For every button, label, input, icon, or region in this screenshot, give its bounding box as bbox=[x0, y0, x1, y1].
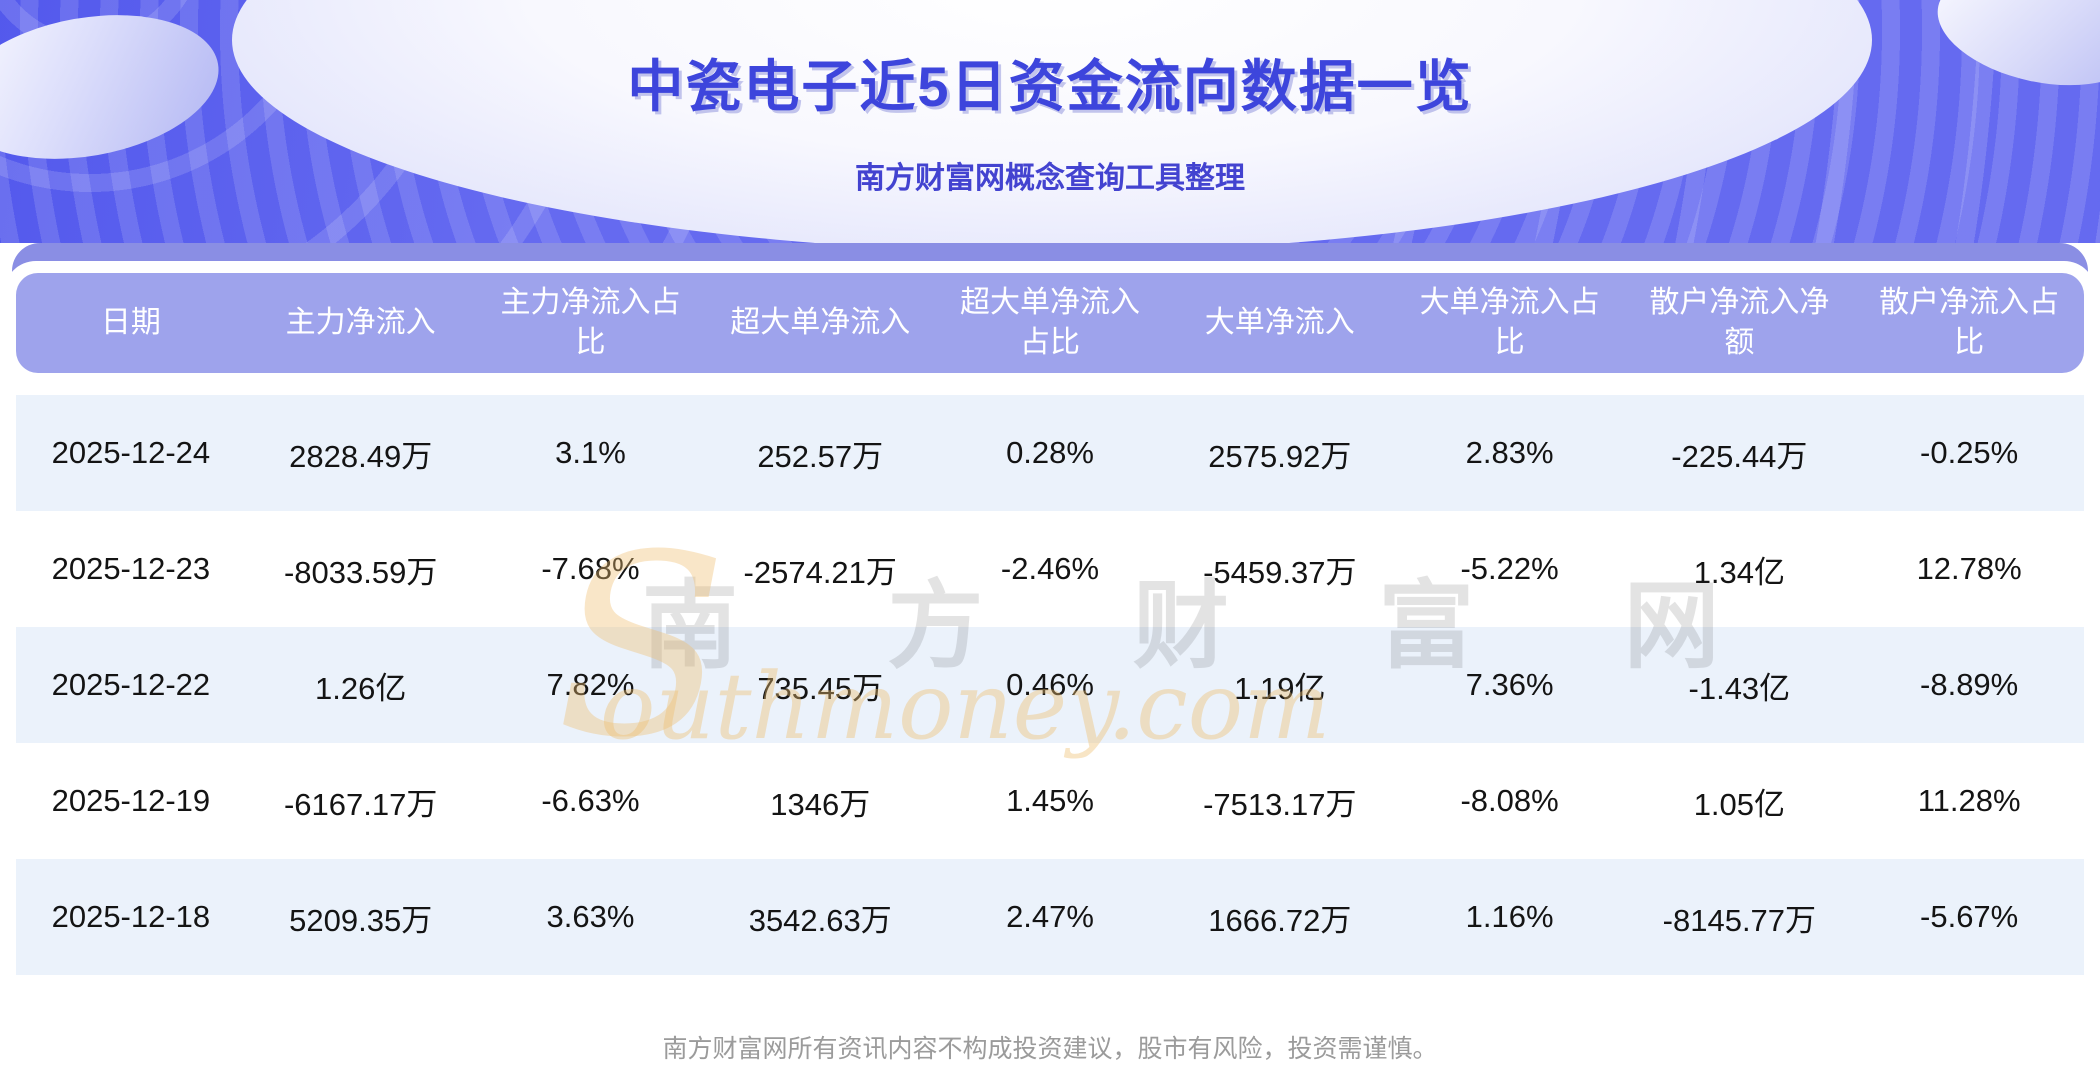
page-subtitle: 南方财富网概念查询工具整理 bbox=[855, 162, 1245, 195]
cell-xl-order-net-inflow: 735.45万 bbox=[757, 670, 884, 706]
cell-xl-order-net-inflow: 3542.63万 bbox=[748, 902, 892, 938]
cell-retail-net-inflow-pct: -0.25% bbox=[1920, 435, 2019, 470]
cell-retail-net-inflow: -225.44万 bbox=[1671, 438, 1808, 474]
cell-large-order-net-inflow-pct: 1.16% bbox=[1465, 899, 1554, 934]
table-row: 2025-12-22 1.26亿 7.82% 735.45万 0.46% 1.1… bbox=[16, 627, 2084, 743]
cell-xl-order-net-inflow: 252.57万 bbox=[757, 438, 884, 474]
column-header-date: 日期 bbox=[100, 305, 161, 339]
cell-xl-order-net-inflow: -2574.21万 bbox=[743, 554, 897, 590]
cell-xl-order-net-inflow-pct: 0.46% bbox=[1006, 667, 1094, 702]
cell-large-order-net-inflow-pct: -8.08% bbox=[1460, 783, 1559, 818]
cell-xl-order-net-inflow: 1346万 bbox=[770, 786, 871, 822]
cell-large-order-net-inflow: -5459.37万 bbox=[1203, 554, 1357, 590]
column-header-large-order-net-inflow-pct: 大单净流入占比 bbox=[1419, 285, 1600, 360]
cell-retail-net-inflow-pct: -8.89% bbox=[1920, 667, 2019, 702]
hero-content: 中瓷电子近5日资金流向数据一览 南方财富网概念查询工具整理 bbox=[0, 0, 2100, 197]
cell-xl-order-net-inflow-pct: 1.45% bbox=[1006, 783, 1094, 818]
cell-large-order-net-inflow-pct: 2.83% bbox=[1465, 435, 1554, 470]
cell-main-net-inflow-pct: -7.68% bbox=[541, 551, 640, 586]
column-header-main-net-inflow: 主力净流入 bbox=[285, 305, 436, 339]
cell-retail-net-inflow-pct: 12.78% bbox=[1916, 551, 2022, 586]
page-title: 中瓷电子近5日资金流向数据一览 bbox=[627, 55, 1473, 118]
column-header-xl-order-net-inflow: 超大单净流入 bbox=[730, 305, 911, 339]
cell-main-net-inflow-pct: 3.1% bbox=[555, 435, 626, 470]
cell-date: 2025-12-19 bbox=[51, 783, 211, 818]
cell-main-net-inflow: 2828.49万 bbox=[289, 438, 433, 474]
cell-large-order-net-inflow: 1.19亿 bbox=[1234, 670, 1326, 706]
table-row: 2025-12-23 -8033.59万 -7.68% -2574.21万 -2… bbox=[16, 511, 2084, 627]
cell-date: 2025-12-18 bbox=[51, 899, 211, 934]
table-row: 2025-12-19 -6167.17万 -6.63% 1346万 1.45% … bbox=[16, 743, 2084, 859]
cell-main-net-inflow: 5209.35万 bbox=[289, 902, 433, 938]
table-body: 2025-12-24 2828.49万 3.1% 252.57万 0.28% 2… bbox=[16, 395, 2084, 975]
cell-main-net-inflow: -6167.17万 bbox=[283, 786, 438, 822]
cell-xl-order-net-inflow-pct: 2.47% bbox=[1006, 899, 1094, 934]
cell-large-order-net-inflow: -7513.17万 bbox=[1203, 786, 1357, 822]
cell-large-order-net-inflow-pct: -5.22% bbox=[1460, 551, 1559, 586]
column-header-main-net-inflow-pct: 主力净流入占比 bbox=[500, 285, 681, 360]
cell-xl-order-net-inflow-pct: 0.28% bbox=[1006, 435, 1094, 470]
cell-large-order-net-inflow: 2575.92万 bbox=[1208, 438, 1352, 474]
column-header-xl-order-net-inflow-pct: 超大单净流入占比 bbox=[960, 285, 1141, 360]
fund-flow-table-card: 日期 主力净流入 主力净流入占比 超大单净流入 超大单净流入占比 大单净流入 大… bbox=[4, 261, 2096, 1001]
cell-xl-order-net-inflow-pct: -2.46% bbox=[1000, 551, 1100, 586]
column-header-retail-net-inflow: 散户净流入净额 bbox=[1649, 285, 1830, 360]
hero-section: 中瓷电子近5日资金流向数据一览 南方财富网概念查询工具整理 bbox=[0, 0, 2100, 243]
cell-main-net-inflow-pct: 7.82% bbox=[546, 667, 635, 702]
cell-retail-net-inflow-pct: -5.67% bbox=[1920, 899, 2019, 934]
cell-date: 2025-12-22 bbox=[51, 667, 211, 702]
cell-large-order-net-inflow: 1666.72万 bbox=[1208, 902, 1352, 938]
table-row: 2025-12-24 2828.49万 3.1% 252.57万 0.28% 2… bbox=[16, 395, 2084, 511]
column-header-retail-net-inflow-pct: 散户净流入占比 bbox=[1879, 285, 2060, 360]
cell-date: 2025-12-23 bbox=[51, 551, 211, 586]
cell-retail-net-inflow: 1.34亿 bbox=[1693, 554, 1786, 590]
table-row: 2025-12-18 5209.35万 3.63% 3542.63万 2.47%… bbox=[16, 859, 2084, 975]
cell-main-net-inflow: -8033.59万 bbox=[283, 554, 438, 590]
disclaimer-text: 南方财富网所有资讯内容不构成投资建议，股市有风险，投资需谨慎。 bbox=[662, 1035, 1438, 1063]
cell-retail-net-inflow-pct: 11.28% bbox=[1917, 783, 2021, 818]
cell-date: 2025-12-24 bbox=[51, 435, 211, 470]
table-header-row: 日期 主力净流入 主力净流入占比 超大单净流入 超大单净流入占比 大单净流入 大… bbox=[16, 273, 2084, 373]
cell-large-order-net-inflow-pct: 7.36% bbox=[1465, 667, 1554, 702]
cell-main-net-inflow-pct: -6.63% bbox=[541, 783, 640, 818]
cell-retail-net-inflow: -1.43亿 bbox=[1688, 670, 1791, 706]
column-header-large-order-net-inflow: 大单净流入 bbox=[1204, 305, 1355, 339]
cell-retail-net-inflow: 1.05亿 bbox=[1693, 786, 1786, 822]
cell-main-net-inflow: 1.26亿 bbox=[315, 670, 407, 706]
cell-retail-net-inflow: -8145.77万 bbox=[1662, 902, 1817, 938]
cell-main-net-inflow-pct: 3.63% bbox=[546, 899, 635, 934]
